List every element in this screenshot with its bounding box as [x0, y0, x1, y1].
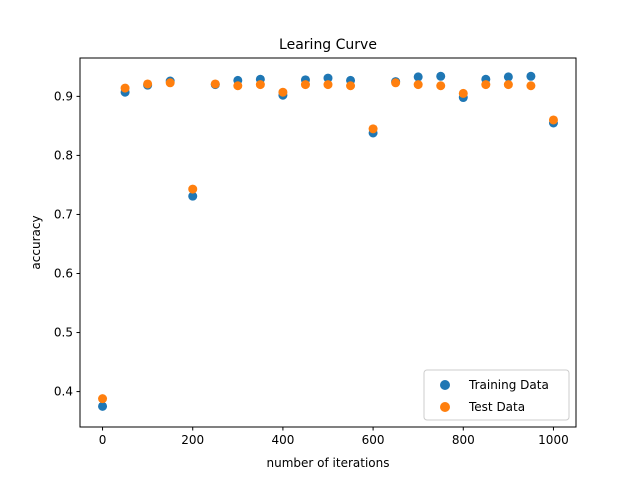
plot-frame — [79, 57, 577, 428]
test-data-point — [526, 81, 536, 91]
test-data-point — [255, 80, 265, 90]
x-tick-label: 1000 — [538, 433, 569, 447]
test-data-point — [188, 184, 198, 194]
x-axis-ticks: 0 200 400 600 800 1000 — [99, 427, 569, 447]
y-tick-label: 0.6 — [54, 266, 73, 280]
plot-area — [79, 57, 577, 428]
legend-label-test: Test Data — [468, 400, 525, 414]
legend-marker-training — [440, 380, 450, 390]
y-axis-ticks: 0.4 0.5 0.6 0.7 0.8 0.9 — [54, 89, 80, 399]
points-layer — [98, 71, 558, 411]
test-data-point — [233, 81, 243, 91]
y-tick-label: 0.9 — [54, 89, 73, 103]
training-data-point — [503, 72, 513, 82]
x-tick-label: 200 — [181, 433, 204, 447]
test-data-point — [436, 81, 446, 91]
test-data-point — [548, 115, 558, 125]
test-data-point — [368, 124, 378, 134]
training-data-point — [98, 401, 108, 411]
x-tick-label: 400 — [271, 433, 294, 447]
y-axis-label: accuracy — [29, 215, 43, 269]
training-data-point — [413, 72, 423, 82]
legend-marker-test — [440, 402, 450, 412]
test-data-point — [503, 80, 513, 90]
y-tick-label: 0.4 — [54, 385, 73, 399]
test-data-point — [143, 79, 153, 89]
x-tick-label: 600 — [362, 433, 385, 447]
y-tick-label: 0.7 — [54, 207, 73, 221]
training-data-point — [526, 71, 536, 81]
test-data-point — [458, 88, 468, 98]
test-data-point — [413, 80, 423, 90]
x-axis-label: number of iterations — [267, 456, 390, 470]
legend-label-training: Training Data — [468, 378, 549, 392]
legend-box — [423, 369, 570, 421]
y-tick-label: 0.5 — [54, 326, 73, 340]
test-data-point — [323, 80, 333, 90]
test-data-point — [165, 78, 175, 88]
x-tick-label: 800 — [452, 433, 475, 447]
chart-title: Learing Curve — [279, 37, 377, 53]
test-data-point — [210, 79, 220, 89]
training-data-point — [188, 191, 198, 201]
training-data-point — [323, 73, 333, 83]
test-data-point — [481, 80, 491, 90]
legend: Training Data Test Data — [423, 369, 570, 421]
test-data-point — [300, 80, 310, 90]
test-data-point — [346, 81, 356, 91]
test-data-point — [120, 83, 130, 93]
test-data-point — [98, 394, 108, 404]
training-data-point — [436, 71, 446, 81]
test-data-point — [391, 78, 401, 88]
test-data-point — [278, 87, 288, 97]
x-tick-label: 0 — [99, 433, 107, 447]
y-tick-label: 0.8 — [54, 148, 73, 162]
